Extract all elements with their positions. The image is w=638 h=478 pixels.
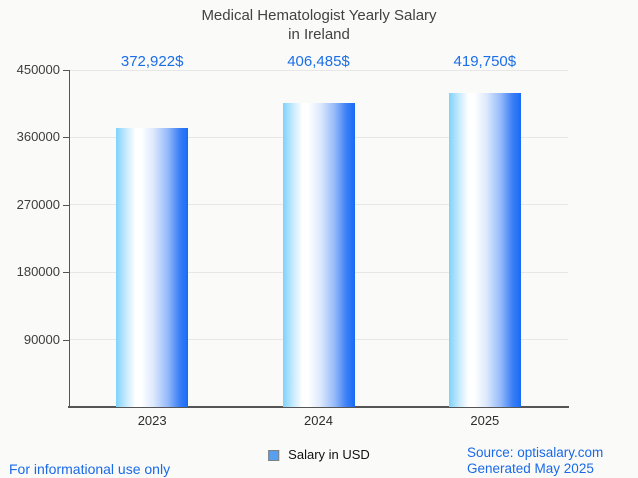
y-tick-label: 360000 [16, 129, 60, 145]
chart-title: Medical Hematologist Yearly Salary in Ir… [0, 6, 638, 44]
bar-value-label: 406,485$ [287, 53, 350, 70]
x-tick-label: 2023 [137, 413, 167, 428]
chart-title-line2: in Ireland [288, 26, 350, 43]
bar [448, 92, 521, 407]
chart-title-line1: Medical Hematologist Yearly Salary [201, 7, 437, 24]
x-tick-label: 2025 [470, 413, 500, 428]
generated-date: Generated May 2025 [467, 460, 594, 476]
legend-marker-icon [268, 449, 280, 461]
bar [116, 127, 189, 407]
source-link[interactable]: Source: optisalary.com [467, 445, 604, 460]
x-tick-label: 2024 [304, 413, 333, 428]
legend: Salary in USD [268, 448, 370, 462]
bar-value-label: 419,750$ [453, 53, 517, 70]
y-tick-label: 270000 [16, 196, 60, 212]
source-attribution: Source: optisalary.com Generated May 202… [467, 445, 603, 476]
grid-line [69, 69, 568, 71]
y-tick-mark [63, 204, 69, 206]
bar [282, 102, 355, 407]
bar-value-label: 372,922$ [120, 53, 184, 70]
y-tick-mark [63, 339, 69, 341]
legend-label: Salary in USD [288, 447, 370, 462]
y-tick-mark [63, 137, 69, 139]
y-tick-label: 90000 [23, 331, 60, 347]
y-tick-mark [63, 70, 69, 71]
x-axis-line [68, 406, 569, 408]
y-axis-line [69, 70, 70, 407]
y-tick-mark [63, 272, 69, 274]
y-tick-label: 450000 [16, 62, 60, 77]
y-tick-label: 180000 [16, 264, 60, 280]
disclaimer-text: For informational use only [9, 461, 171, 477]
